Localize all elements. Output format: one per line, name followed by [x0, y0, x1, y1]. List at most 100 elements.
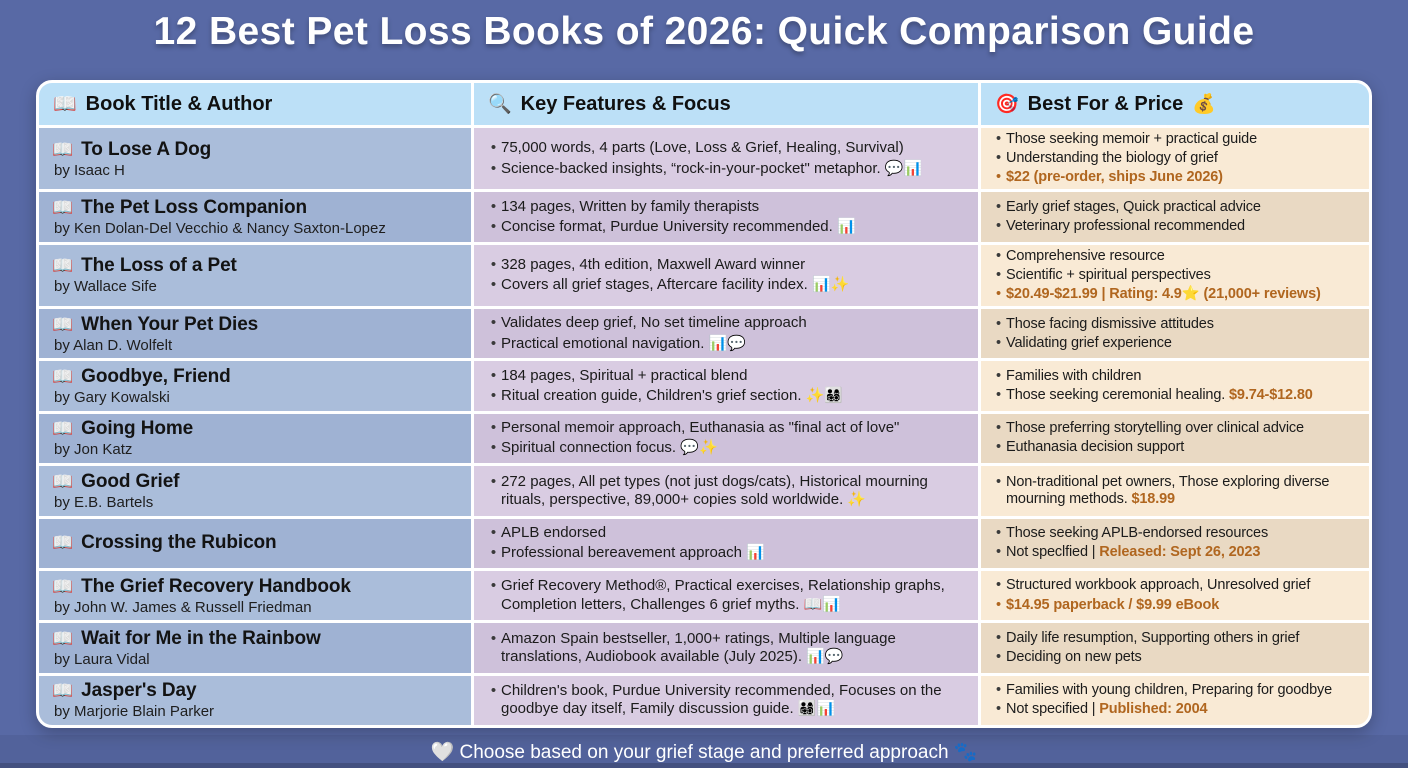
feature-item-text: Concise format, Purdue University recomm… [501, 218, 856, 235]
book-title-line: 📖 The Pet Loss Companion [52, 197, 463, 219]
feature-item-text: Spiritual connection focus. 💬✨ [501, 439, 718, 457]
best-for-item: • Scientific + spiritual perspectives [991, 267, 1363, 284]
bullet-dot: • [490, 159, 497, 177]
book-title-line: 📖 Wait for Me in the Rainbow [52, 628, 463, 650]
book-title-line: 📖 Crossing the Rubicon [52, 532, 463, 554]
features-cell: • Grief Recovery Method®, Practical exerc… [474, 570, 978, 621]
feature-item-text: 75,000 words, 4 parts (Love, Loss & Grie… [501, 139, 904, 157]
bullet-dot: • [490, 439, 497, 457]
bullet-dot: • [996, 131, 1001, 147]
best-for-item-text: Scientific + spiritual perspectives [1006, 266, 1211, 283]
features-cell: • 272 pages, All pet types (not just dogs… [474, 466, 978, 516]
best-for-item-text: Those preferring storytelling over clini… [1006, 420, 1304, 437]
best-for-item-text: Not specified | Published: 2004 [1006, 701, 1208, 718]
best-for-item: • Families with young children, Preparing… [991, 682, 1363, 699]
feature-item-text: Personal memoir approach, Euthanasia as … [501, 419, 900, 437]
feature-item: • 134 pages, Written by family therapists [486, 198, 970, 216]
book-title-cell: 📖 Goodbye, Friend by Gary Kowalski [39, 361, 471, 411]
book-author: by Jon Katz [54, 441, 133, 459]
features-cell: • Amazon Spain bestseller, 1,000+ ratings… [474, 623, 978, 673]
bullet-dot: • [996, 315, 1001, 332]
price-accent: Released: Sept 26, 2023 [1099, 544, 1261, 561]
features-cell: • 328 pages, 4th edition, Maxwell Award w… [474, 244, 978, 307]
bullet-dot: • [490, 218, 497, 235]
best-for-item: • Deciding on new pets [991, 649, 1363, 666]
features-cell: • Children's book, Purdue University reco… [474, 675, 978, 725]
book-title-cell: 📖 Going Home by Jon Katz [39, 413, 471, 464]
target-icon: 🎯 [995, 94, 1019, 115]
best-for-item: • Validating grief experience [991, 335, 1363, 352]
best-for-cell: • Families with children • Those seeking ce… [981, 361, 1369, 411]
comparison-table: 📖 Book Title & Author 🔍 Key Features & Focu… [36, 80, 1372, 728]
feature-item-text: Grief Recovery Method®, Practical exerci… [501, 577, 945, 613]
best-for-item: • Comprehensive resource [991, 248, 1363, 265]
book-icon: 📖 [52, 256, 74, 276]
bullet-dot: • [490, 197, 497, 215]
feature-item-text: Amazon Spain bestseller, 1,000+ ratings,… [501, 629, 896, 665]
book-icon: 📖 [52, 681, 74, 701]
money-bag-icon: 💰 [1192, 94, 1216, 115]
book-title: The Loss of a Pet [81, 255, 237, 277]
book-author: by Laura Vidal [54, 650, 150, 668]
best-for-item: • Early grief stages, Quick practical adv… [991, 199, 1363, 216]
book-title-cell: 📖 Wait for Me in the Rainbow by Laura Vida… [39, 623, 471, 673]
feature-item-text: 328 pages, 4th edition, Maxwell Award wi… [501, 256, 806, 274]
best-for-cell: • Families with young children, Preparing… [981, 675, 1369, 725]
bullet-dot: • [490, 523, 497, 541]
price-accent: $9.74-$12.80 [1229, 387, 1313, 404]
bullet-dot: • [996, 367, 1001, 384]
feature-item: • Ritual creation guide, Children's grief… [486, 387, 970, 405]
feature-item-text: Science-backed insights, “rock-in-your-p… [501, 159, 923, 177]
bullet-dot: • [490, 314, 497, 332]
price-accent: Published: 2004 [1099, 701, 1208, 718]
best-for-cell: • Structured workbook approach, Unresolve… [981, 570, 1369, 621]
bullet-dot: • [996, 247, 1001, 264]
bullet-dot: • [490, 366, 497, 384]
book-author: by Gary Kowalski [54, 389, 170, 407]
bullet-dot: • [996, 596, 1001, 613]
bullet-dot: • [996, 150, 1001, 167]
bullet-dot: • [996, 218, 1001, 234]
best-for-cell: • Those facing dismissive attitudes • Valid… [981, 309, 1369, 359]
best-for-item-text: Families with children [1006, 367, 1142, 384]
book-icon: 📖 [52, 367, 74, 387]
bullet-dot: • [996, 682, 1001, 699]
best-for-item: • Understanding the biology of grief [991, 150, 1363, 167]
feature-item: • Covers all grief stages, Aftercare faci… [486, 276, 970, 294]
book-title-line: 📖 Jasper's Day [52, 680, 463, 702]
bullet-dot: • [996, 198, 1001, 215]
feature-item-text: Ritual creation guide, Children's grief … [501, 387, 844, 405]
features-cell: • Validates deep grief, No set timeline a… [474, 309, 978, 359]
column-header-label: Best For & Price [1027, 92, 1184, 115]
column-header-2: 🔍 Key Features & Focus [474, 83, 978, 125]
feature-item: • 272 pages, All pet types (not just dogs… [486, 473, 970, 510]
book-icon: 📖 [52, 419, 74, 439]
bullet-dot: • [996, 648, 1001, 665]
price-accent: $18.99 [1131, 490, 1175, 507]
feature-item-text: Covers all grief stages, Aftercare facil… [501, 276, 850, 294]
book-title-line: 📖 When Your Pet Dies [52, 314, 463, 336]
bullet-dot: • [996, 334, 1001, 351]
bullet-dot: • [490, 387, 497, 405]
bullet-dot: • [996, 169, 1001, 186]
best-for-item-text: Structured workbook approach, Unresolved… [1006, 577, 1311, 594]
book-title: Wait for Me in the Rainbow [81, 627, 321, 649]
features-cell: • 184 pages, Spiritual + practical blend •… [474, 361, 978, 411]
feature-item: • 328 pages, 4th edition, Maxwell Award w… [486, 256, 970, 274]
features-cell: • 134 pages, Written by family therapists… [474, 192, 978, 242]
feature-item: • Grief Recovery Method®, Practical exerc… [486, 577, 970, 614]
best-for-item: • Families with children [991, 368, 1363, 385]
column-header-label: Key Features & Focus [520, 92, 731, 115]
best-for-item: • $20.49-$21.99 | Rating: 4.9⭐ (21,000+ r… [991, 286, 1363, 303]
book-title: Going Home [81, 418, 194, 440]
book-title: The Pet Loss Companion [81, 197, 307, 218]
bullet-dot: • [490, 577, 497, 595]
best-for-cell: • Daily life resumption, Supporting other… [981, 623, 1369, 673]
book-title-cell: 📖 When Your Pet Dies by Alan D. Wolfelt [39, 309, 471, 359]
bullet-dot: • [490, 682, 497, 700]
page-title: 12 Best Pet Loss Books of 2026: Quick Co… [153, 10, 1255, 53]
feature-item: • Science-backed insights, “rock-in-your-… [486, 160, 970, 178]
book-title-cell: 📖 The Loss of a Pet by Wallace Sife [39, 244, 471, 307]
feature-item-text: 134 pages, Written by family therapists [501, 197, 760, 215]
feature-item: • Validates deep grief, No set timeline a… [486, 314, 970, 332]
